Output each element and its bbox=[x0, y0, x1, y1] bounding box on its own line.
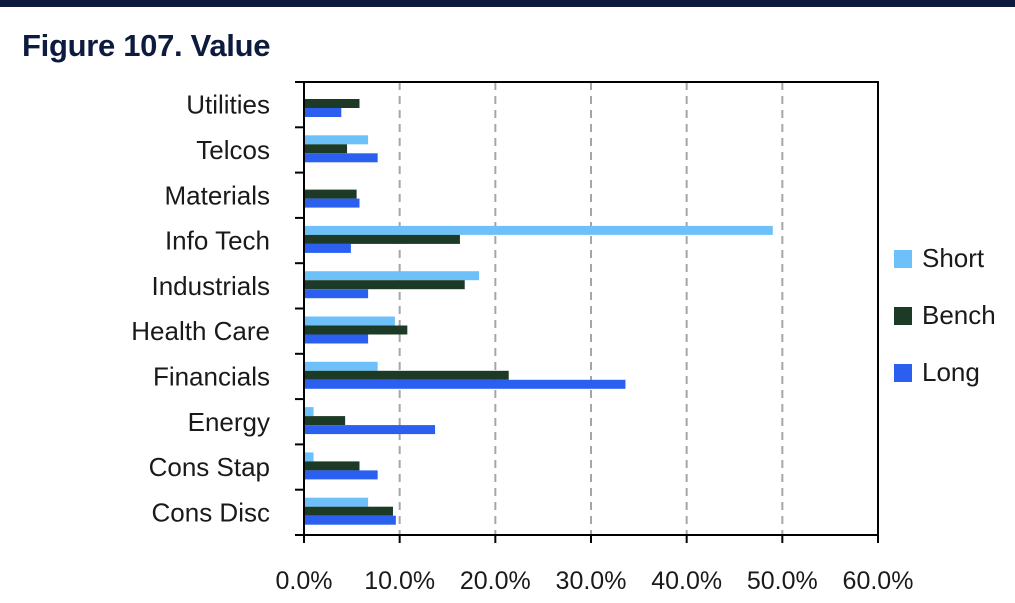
bar-short-info-tech bbox=[304, 225, 773, 235]
bar-bench-materials bbox=[304, 189, 357, 199]
bar-bench-energy bbox=[304, 416, 346, 426]
legend-swatch-bench bbox=[894, 307, 912, 325]
category-label: Utilities bbox=[186, 90, 270, 120]
x-tick-label: 60.0% bbox=[843, 567, 914, 595]
category-label: Industrials bbox=[152, 271, 271, 301]
legend-label-long: Long bbox=[922, 357, 980, 387]
legend-swatch-short bbox=[894, 250, 912, 268]
x-tick-label: 30.0% bbox=[556, 567, 627, 595]
bar-bench-cons-stap bbox=[304, 461, 360, 471]
legend-label-bench: Bench bbox=[922, 300, 996, 330]
bar-bench-health-care bbox=[304, 325, 408, 335]
category-label: Info Tech bbox=[165, 226, 270, 256]
bar-short-financials bbox=[304, 361, 378, 371]
x-tick-label: 0.0% bbox=[276, 567, 333, 595]
bar-long-cons-stap bbox=[304, 470, 378, 480]
bar-bench-telcos bbox=[304, 144, 348, 154]
top-rule bbox=[0, 0, 1015, 7]
bar-bench-financials bbox=[304, 370, 509, 380]
bar-short-telcos bbox=[304, 135, 369, 145]
x-tick-label: 50.0% bbox=[747, 567, 818, 595]
bars bbox=[304, 99, 773, 525]
category-label: Energy bbox=[188, 407, 270, 437]
grid-lines bbox=[398, 82, 784, 535]
x-tick-label: 10.0% bbox=[364, 567, 435, 595]
legend-swatch-long bbox=[894, 364, 912, 382]
bar-long-materials bbox=[304, 198, 360, 208]
category-label: Cons Disc bbox=[152, 497, 270, 527]
category-label: Cons Stap bbox=[149, 452, 270, 482]
bar-short-health-care bbox=[304, 316, 395, 326]
bar-long-health-care bbox=[304, 334, 369, 344]
figure-title: Figure 107. Value bbox=[22, 28, 271, 63]
category-label: Health Care bbox=[131, 316, 270, 346]
x-tick-labels: 0.0% 10.0% 20.0% 30.0% 40.0% 50.0% 60.0% bbox=[276, 567, 914, 595]
bar-long-financials bbox=[304, 379, 626, 389]
legend-label-short: Short bbox=[922, 243, 985, 273]
x-tick-label: 20.0% bbox=[460, 567, 531, 595]
bar-short-cons-stap bbox=[304, 452, 314, 462]
bar-long-utilities bbox=[304, 108, 342, 117]
axes bbox=[295, 81, 879, 543]
bar-bench-industrials bbox=[304, 280, 465, 290]
x-tick-label: 40.0% bbox=[651, 567, 722, 595]
bar-short-energy bbox=[304, 407, 314, 417]
category-label: Materials bbox=[165, 180, 270, 210]
bar-long-cons-disc bbox=[304, 515, 396, 525]
category-label: Financials bbox=[153, 361, 270, 391]
category-labels: Utilities Telcos Materials Info Tech Industr… bbox=[131, 90, 270, 528]
bar-long-energy bbox=[304, 425, 436, 435]
bar-short-industrials bbox=[304, 271, 480, 281]
bar-long-industrials bbox=[304, 289, 369, 299]
bar-long-telcos bbox=[304, 153, 378, 163]
bar-short-cons-disc bbox=[304, 497, 369, 507]
bar-bench-utilities bbox=[304, 99, 360, 108]
bar-long-info-tech bbox=[304, 243, 351, 253]
legend: Short Bench Long bbox=[894, 243, 996, 387]
bar-bench-cons-disc bbox=[304, 506, 393, 516]
category-label: Telcos bbox=[196, 135, 270, 165]
bar-bench-info-tech bbox=[304, 234, 460, 244]
